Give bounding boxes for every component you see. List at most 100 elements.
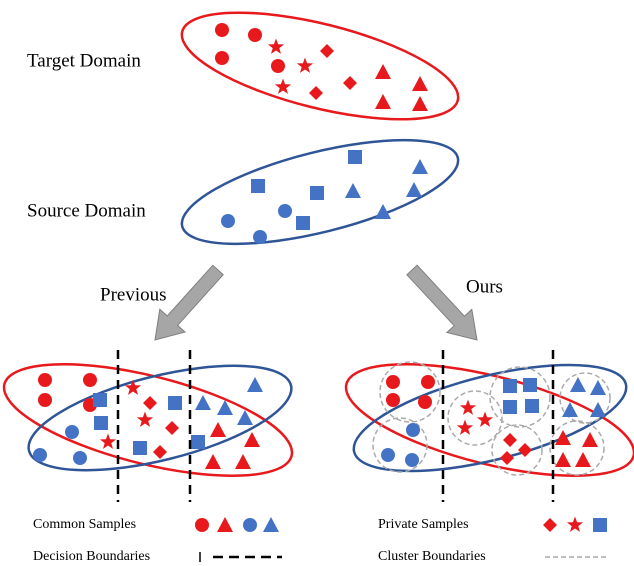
square-sample	[593, 518, 607, 532]
circle-sample	[38, 393, 52, 407]
circle-sample	[418, 395, 432, 409]
circle-sample	[83, 373, 97, 387]
diamond-sample	[343, 76, 357, 90]
previous-label: Previous	[100, 284, 167, 305]
star-sample	[456, 419, 474, 435]
square-sample	[503, 400, 517, 414]
star-sample	[136, 411, 154, 427]
triangle-sample	[217, 400, 233, 415]
cluster-boundary	[447, 390, 503, 446]
diamond-sample	[153, 445, 167, 459]
square-sample	[523, 378, 537, 392]
circle-sample	[386, 393, 400, 407]
triangle-sample	[210, 422, 226, 437]
domain-ellipse	[352, 363, 628, 473]
ours-label: Ours	[466, 276, 503, 297]
circle-sample	[65, 425, 79, 439]
star-sample	[566, 516, 584, 532]
triangle-sample	[590, 380, 606, 395]
domain-ellipse	[2, 363, 294, 477]
diamond-sample	[543, 518, 557, 532]
triangle-sample	[555, 430, 571, 445]
circle-sample	[73, 451, 87, 465]
square-sample	[94, 416, 108, 430]
circle-sample	[38, 373, 52, 387]
square-sample	[525, 399, 539, 413]
circle-sample	[278, 204, 292, 218]
circle-sample	[33, 448, 47, 462]
square-sample	[251, 179, 265, 193]
legend-private: Private Samples	[378, 517, 469, 532]
star-sample	[267, 38, 285, 54]
circle-sample	[243, 518, 257, 532]
circle-sample	[421, 375, 435, 389]
star-sample	[274, 78, 292, 94]
triangle-sample	[555, 452, 571, 467]
diamond-sample	[309, 86, 323, 100]
circle-sample	[386, 375, 400, 389]
cluster-boundary	[379, 361, 441, 423]
domain-ellipse	[180, 11, 460, 121]
triangle-sample	[375, 64, 391, 79]
diamond-sample	[320, 44, 334, 58]
triangle-sample	[237, 410, 253, 425]
triangle-sample	[375, 94, 391, 109]
diamond-sample	[503, 433, 517, 447]
square-sample	[348, 150, 362, 164]
triangle-sample	[406, 182, 422, 197]
triangle-sample	[570, 377, 586, 392]
triangle-sample	[375, 204, 391, 219]
square-sample	[93, 393, 107, 407]
triangle-sample	[263, 517, 279, 532]
circle-sample	[248, 28, 262, 42]
triangle-sample	[235, 454, 251, 469]
triangle-sample	[244, 432, 260, 447]
triangle-sample	[590, 402, 606, 417]
arrow	[406, 264, 478, 341]
diamond-sample	[165, 421, 179, 435]
square-sample	[296, 216, 310, 230]
cluster-boundary	[491, 424, 543, 476]
cluster-boundary	[489, 366, 551, 428]
domain-ellipse	[27, 364, 293, 472]
triangle-sample	[412, 76, 428, 91]
circle-sample	[221, 214, 235, 228]
source-domain-label: Source Domain	[27, 200, 146, 221]
diamond-sample	[518, 443, 532, 457]
triangle-sample	[217, 517, 233, 532]
domain-ellipse	[180, 138, 460, 246]
square-sample	[191, 435, 205, 449]
triangle-sample	[195, 395, 211, 410]
target-domain-label: Target Domain	[27, 50, 141, 71]
square-sample	[310, 186, 324, 200]
cluster-boundary	[559, 372, 611, 424]
legend-cluster: Cluster Boundaries	[378, 549, 486, 564]
triangle-sample	[345, 183, 361, 198]
star-sample	[459, 399, 477, 415]
triangle-sample	[582, 432, 598, 447]
square-sample	[503, 379, 517, 393]
legend-decision: Decision Boundaries	[33, 549, 150, 564]
diamond-sample	[500, 451, 514, 465]
arrow	[154, 264, 224, 341]
triangle-sample	[412, 96, 428, 111]
diamond-sample	[143, 396, 157, 410]
star-sample	[99, 433, 117, 449]
star-sample	[476, 411, 494, 427]
legend-common: Common Samples	[33, 517, 136, 532]
circle-sample	[253, 230, 267, 244]
square-sample	[133, 441, 147, 455]
star-sample	[124, 379, 142, 395]
star-sample	[296, 57, 314, 73]
circle-sample	[406, 423, 420, 437]
triangle-sample	[205, 454, 221, 469]
triangle-sample	[575, 452, 591, 467]
triangle-sample	[247, 377, 263, 392]
triangle-sample	[412, 159, 428, 174]
cluster-boundary	[372, 417, 428, 473]
circle-sample	[195, 518, 209, 532]
